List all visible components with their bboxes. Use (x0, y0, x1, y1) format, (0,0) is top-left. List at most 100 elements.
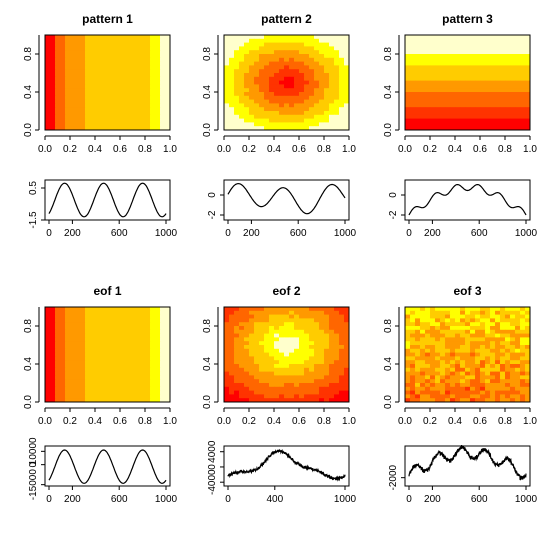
pattern2-cell (269, 57, 275, 62)
pattern3-cell (490, 54, 496, 59)
pattern2-cell (264, 35, 270, 40)
pattern3-cell (440, 95, 446, 100)
pattern2-cell (324, 118, 330, 123)
eof3-cell (410, 333, 416, 338)
eof2-cell (324, 367, 330, 372)
eof3-cell (485, 337, 491, 342)
eof1-cell (75, 307, 81, 312)
eof1-cell (120, 367, 126, 372)
pattern3-cell (420, 84, 426, 89)
pattern3-cell (430, 114, 436, 119)
eof1-cell (160, 348, 166, 353)
pattern1-cell (55, 103, 61, 108)
eof2-cell (254, 360, 260, 365)
eof2-cell (264, 379, 270, 384)
pattern3-cell (475, 107, 481, 112)
pattern3-cell (435, 95, 441, 100)
eof2-cell (319, 386, 325, 391)
pattern2-cell (339, 65, 345, 70)
pattern2-cell (314, 103, 320, 108)
eof2-cell (249, 333, 255, 338)
eof2-cell (339, 371, 345, 376)
pattern2-cell (284, 61, 290, 66)
pattern2-cell (284, 57, 290, 62)
pattern1-cell (95, 35, 101, 40)
pattern2-cell (224, 42, 230, 47)
pattern2-cell (294, 88, 300, 93)
eof2-cell (269, 356, 275, 361)
eof3-cell (515, 383, 521, 388)
eof2-cell (249, 314, 255, 319)
eof3-cell (485, 314, 491, 319)
pattern2-cell (269, 126, 275, 131)
eof1-cell (45, 345, 51, 350)
pattern1-cell (45, 65, 51, 70)
eof2-cell (224, 333, 230, 338)
pattern3-cell (515, 57, 521, 62)
pattern3-cell (440, 69, 446, 74)
eof1-cell (140, 345, 146, 350)
pattern2-cell (309, 126, 315, 131)
eof3-cell (430, 386, 436, 391)
eof2-cell (319, 364, 325, 369)
eof1-cell (45, 307, 51, 312)
eof1-cell (90, 364, 96, 369)
pattern1-cell (65, 57, 71, 62)
pattern1-cell (155, 35, 161, 40)
pattern2-cell (264, 107, 270, 112)
eof3-cell (490, 337, 496, 342)
eof1-cell (105, 390, 111, 395)
eof3-cell (515, 375, 521, 380)
eof3-cell (515, 367, 521, 372)
pattern1-title: pattern 1 (82, 12, 133, 26)
pattern1-cell (60, 107, 66, 112)
eof1-cell (155, 356, 161, 361)
pattern2-cell (334, 80, 340, 85)
pattern3-cell (520, 54, 526, 59)
eof2-cell (259, 318, 265, 323)
eof2-cell (274, 348, 280, 353)
eof1-cell (150, 398, 156, 403)
pattern1-cell (145, 114, 151, 119)
pattern1-cell (75, 114, 81, 119)
eof1-cell (120, 307, 126, 312)
pattern3-cell (410, 114, 416, 119)
eof3-cell (475, 329, 481, 334)
pattern3-cell (475, 114, 481, 119)
pattern2-cell (224, 114, 230, 119)
eof3-cell (515, 398, 521, 403)
pattern3-cell (435, 80, 441, 85)
pattern1-cell (75, 107, 81, 112)
eof1-cell (85, 322, 91, 327)
eof3-cell (430, 360, 436, 365)
eof1-cell (80, 390, 86, 395)
eof3-cell (405, 356, 411, 361)
eof2-cell (319, 398, 325, 403)
eof2-cell (289, 310, 295, 315)
eof2-cell (259, 394, 265, 399)
eof3-cell (470, 329, 476, 334)
pattern2-cell (259, 114, 265, 119)
pattern2-cell (319, 76, 325, 81)
pattern1-cell (45, 50, 51, 55)
pattern1-cell (75, 38, 81, 43)
eof1-cell (105, 348, 111, 353)
eof3-cell (520, 386, 526, 391)
pattern1-cell (130, 118, 136, 123)
pattern1-cell (90, 103, 96, 108)
pattern2-cell (224, 80, 230, 85)
eof2-cell (324, 364, 330, 369)
eof2-cell (334, 337, 340, 342)
eof1-cell (65, 341, 71, 346)
eof1-cell (90, 352, 96, 357)
eof3-cell (475, 390, 481, 395)
pattern3-cell (440, 65, 446, 70)
pattern1-y-tick-label: 0.8 (23, 47, 34, 61)
pattern1-cell (65, 92, 71, 97)
pattern1-cell (55, 107, 61, 112)
eof3-cell (475, 348, 481, 353)
pattern2-frame (223, 34, 350, 131)
pattern2-cell (224, 38, 230, 43)
pattern2-cell (249, 92, 255, 97)
pattern1-cell (145, 111, 151, 116)
